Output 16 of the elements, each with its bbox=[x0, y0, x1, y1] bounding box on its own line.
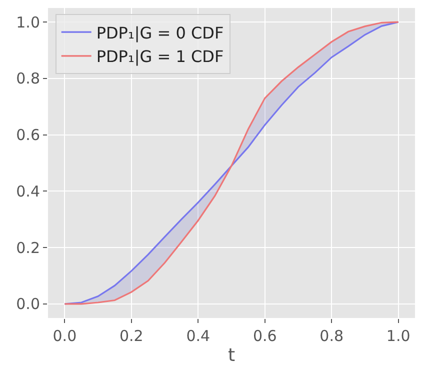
y-tick-label: 1.0 bbox=[16, 13, 40, 32]
x-tick-label: 0.0 bbox=[52, 327, 77, 345]
y-tick-label: 0.8 bbox=[16, 70, 40, 88]
legend-label: PDP₁|G = 1 CDF bbox=[96, 47, 224, 66]
x-tick-label: 0.2 bbox=[119, 327, 144, 345]
x-tick-label: 0.8 bbox=[320, 327, 344, 345]
y-tick-label: 0.2 bbox=[16, 238, 40, 257]
y-tick-label: 0.4 bbox=[16, 182, 40, 200]
y-tick-label: 0.6 bbox=[16, 126, 40, 144]
x-tick-label: 0.4 bbox=[186, 327, 210, 345]
line-series bbox=[64, 21, 400, 305]
y-tick-label: 0.0 bbox=[16, 295, 40, 314]
legend-label: PDP₁|G = 0 CDF bbox=[96, 23, 224, 42]
x-axis-title: t bbox=[228, 345, 236, 366]
x-tick-label: 0.6 bbox=[252, 327, 277, 345]
x-tick-label: 1.0 bbox=[386, 327, 410, 345]
